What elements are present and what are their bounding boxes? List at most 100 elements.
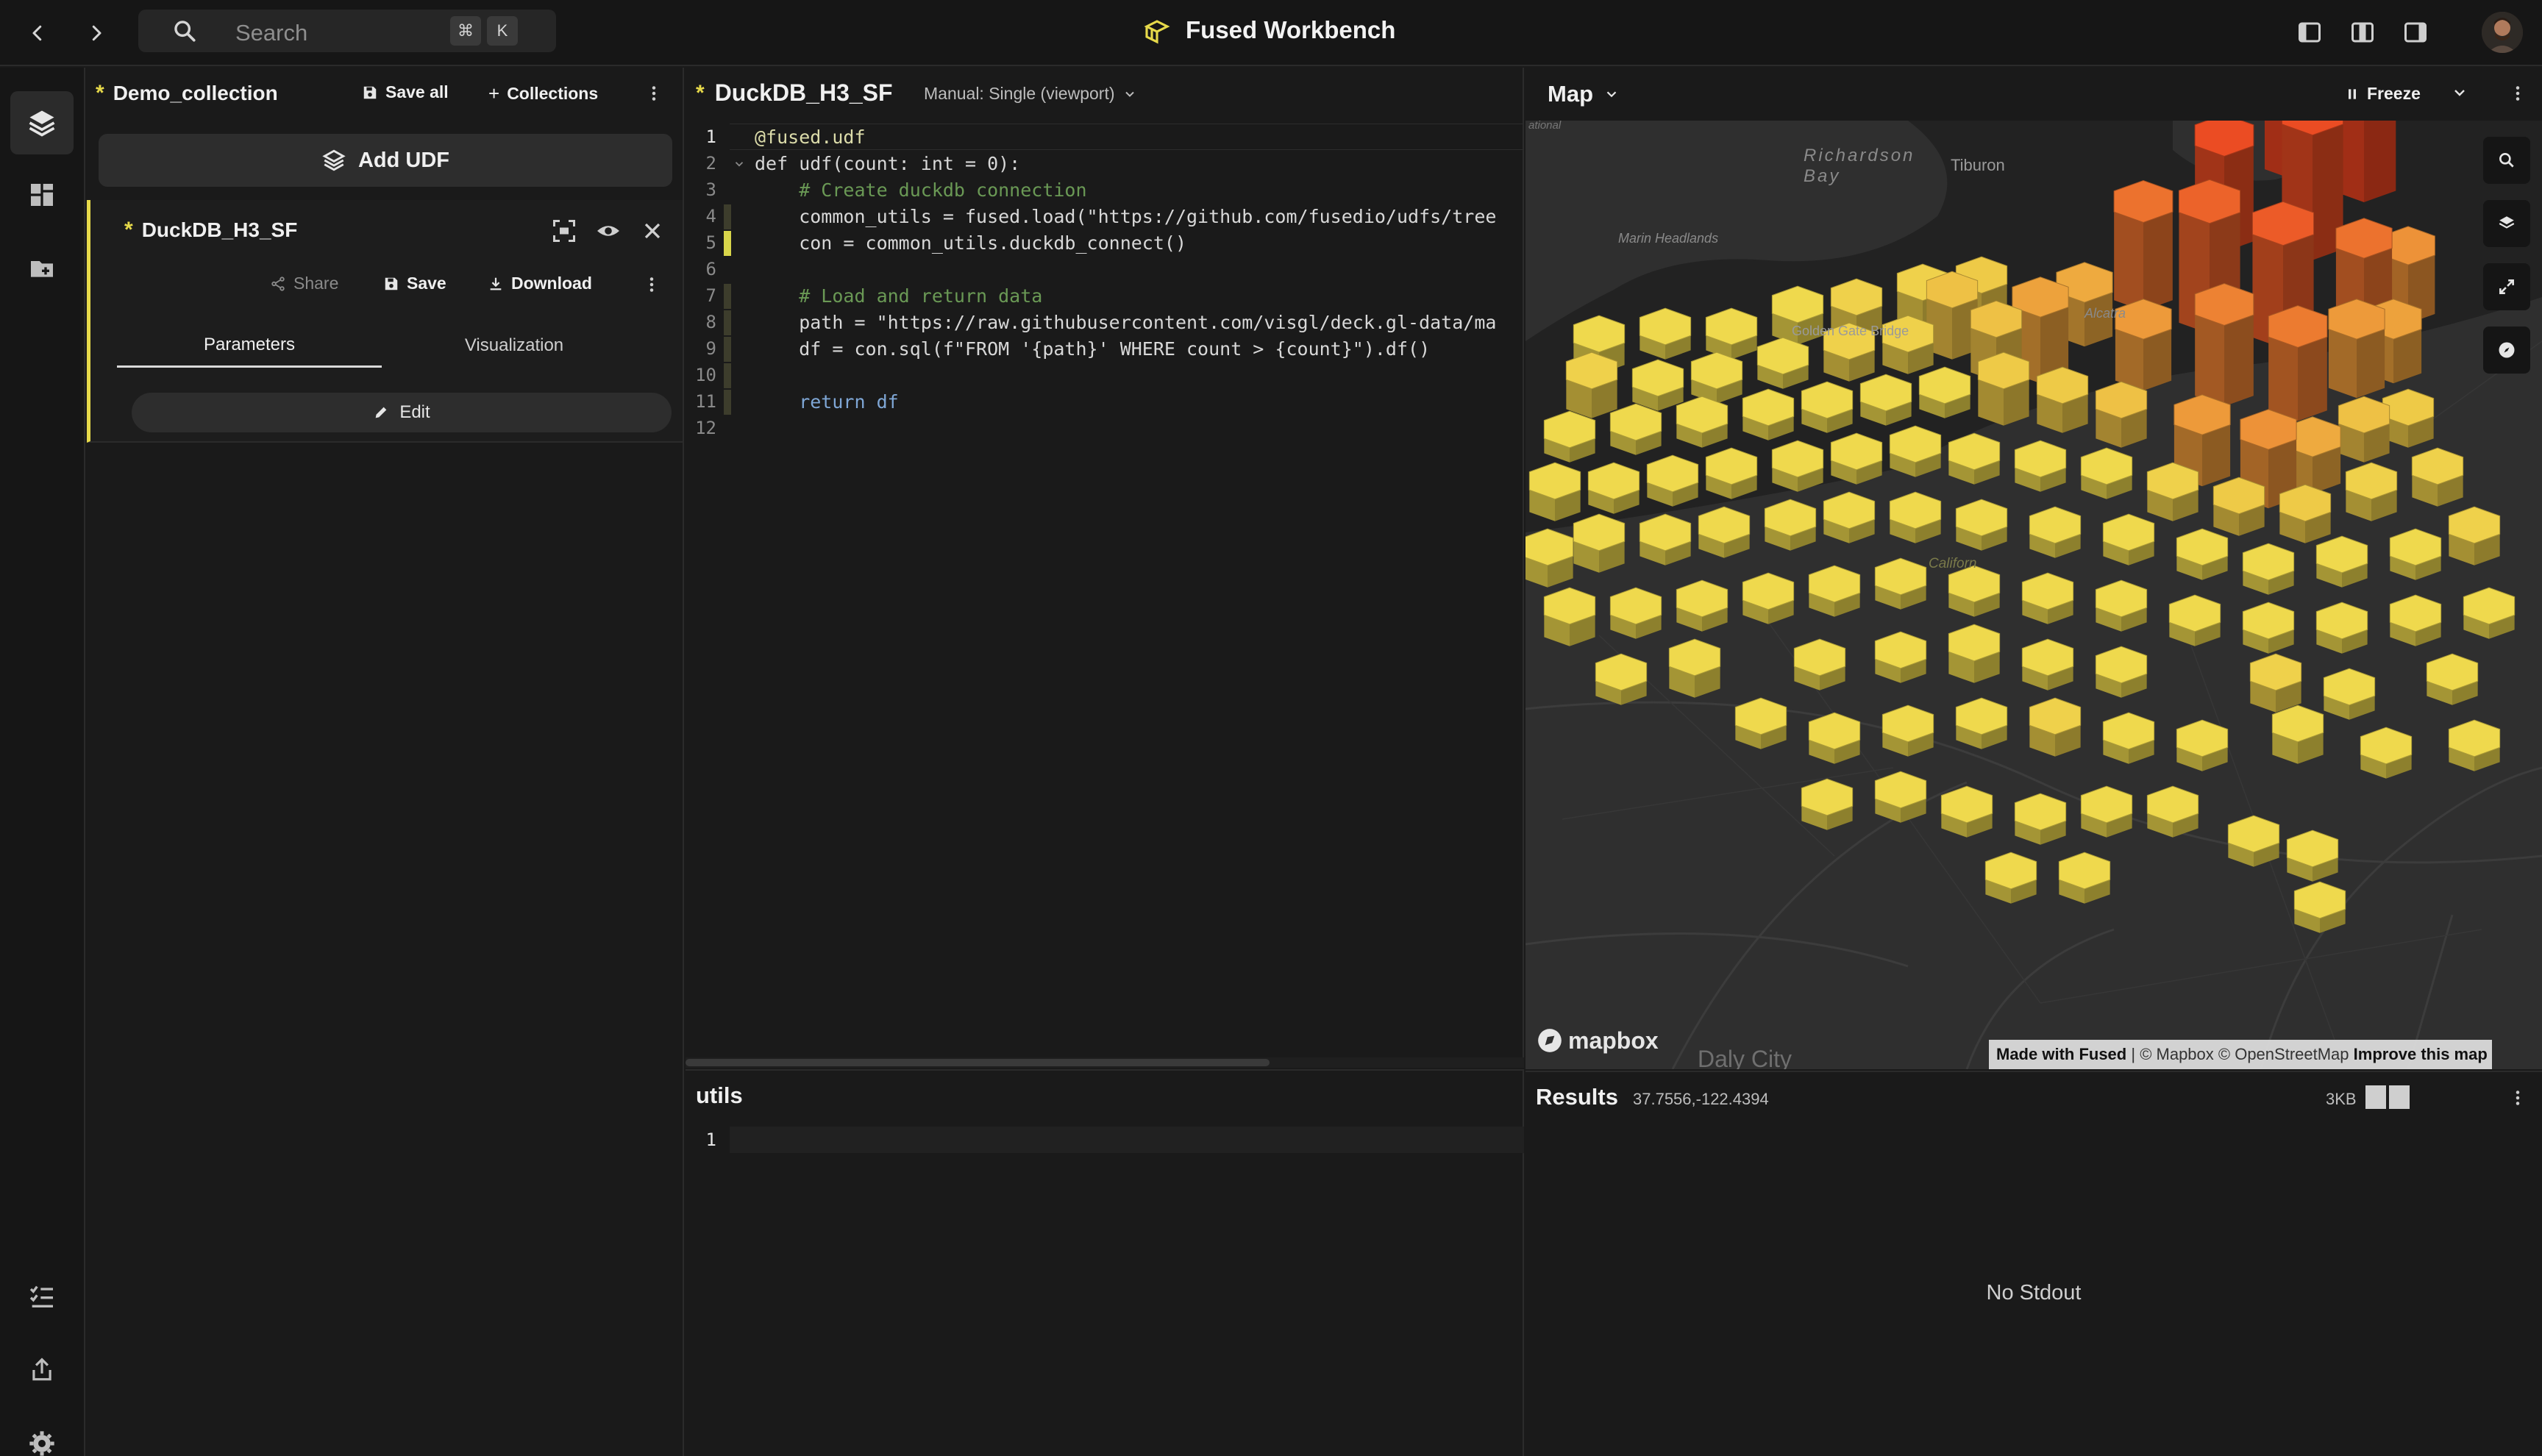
tab-visualization[interactable]: Visualization	[382, 324, 647, 368]
no-stdout-message: No Stdout	[1986, 1280, 2082, 1305]
results-layout-toggle[interactable]	[2365, 1085, 2410, 1109]
map-view-select[interactable]: Map	[1548, 81, 1620, 107]
hexagon-top	[1690, 351, 1743, 390]
execution-mode-select[interactable]: Manual: Single (viewport)	[924, 84, 1137, 104]
pause-icon	[2349, 88, 2356, 99]
hexagon-side	[2360, 754, 2386, 779]
hexagon-side	[1794, 666, 1820, 690]
search-placeholder: Search	[235, 20, 308, 46]
hexagon-side	[2147, 813, 2173, 838]
rail-jobs-button[interactable]	[10, 1265, 74, 1328]
hexagon-top	[2345, 462, 2398, 500]
hexagon-top	[1955, 499, 2008, 537]
horizontal-scrollbar-track	[686, 1057, 1524, 1068]
code-line: def udf(count: int = 0):	[755, 153, 1021, 174]
map-label-national: ational	[1528, 121, 1562, 132]
attribution-made-with-fused[interactable]: Made with Fused	[1996, 1045, 2127, 1063]
utils-code-area[interactable]: 1	[686, 1127, 1524, 1456]
hexagon-top	[2389, 594, 2442, 632]
udf-more-button[interactable]	[641, 274, 663, 296]
collection-more-button[interactable]	[643, 81, 665, 106]
tab-parameters[interactable]: Parameters	[117, 324, 382, 368]
hexagon-side	[1702, 424, 1728, 448]
fused-logo-icon	[1144, 20, 1170, 44]
hexagon-side	[2121, 674, 2147, 698]
close-udf-button[interactable]	[639, 218, 666, 244]
map-layers-button[interactable]	[2483, 200, 2530, 247]
diff-marker	[724, 337, 731, 362]
collections-button[interactable]: + Collections	[488, 82, 598, 105]
hexagon-side	[2364, 424, 2390, 463]
add-udf-button[interactable]: Add UDF	[99, 134, 672, 187]
hexagon-side	[2474, 747, 2500, 771]
hexagon-side	[1974, 593, 2000, 617]
hexagon-side	[2213, 504, 2239, 536]
save-all-button[interactable]: Save all	[362, 82, 449, 102]
hexagon-top	[2240, 409, 2297, 450]
fold-chevron-icon[interactable]	[733, 157, 746, 171]
hexagon-top	[1808, 712, 1861, 750]
expand-icon	[2499, 279, 2514, 294]
hexagon-side	[2243, 571, 2268, 595]
map-compass-button[interactable]	[2483, 326, 2530, 374]
rail-settings-button[interactable]	[10, 1412, 74, 1456]
hexagon-side	[2224, 315, 2254, 407]
map-canvas[interactable]: ational Richardson Bay Tiburon Marin Hea…	[1525, 121, 2542, 1069]
hexagon-side	[2412, 475, 2438, 507]
map-search-button[interactable]	[2483, 137, 2530, 184]
rail-files-button[interactable]	[10, 237, 74, 300]
chevron-right-icon	[92, 25, 102, 41]
hexagon-side	[1706, 335, 1731, 360]
hexagon-side	[2298, 732, 2324, 764]
toggle-left-panel-button[interactable]	[2296, 19, 2323, 46]
code-line: return df	[755, 391, 899, 413]
user-avatar[interactable]	[2482, 12, 2523, 53]
attribution-improve-link[interactable]: Improve this map	[2353, 1045, 2488, 1063]
hexagon-side	[2114, 212, 2143, 311]
udf-card[interactable]: * DuckDB_H3_SF Share Save Download Para	[87, 200, 683, 443]
hexagon-side	[2107, 813, 2132, 838]
search-input[interactable]: Search ⌘ K	[138, 10, 556, 52]
rail-share-button[interactable]	[10, 1338, 74, 1402]
freeze-options-button[interactable]	[2451, 84, 2471, 104]
back-button[interactable]	[18, 13, 57, 53]
hexagon-side	[1555, 490, 1581, 521]
hexagon-top	[2080, 447, 2133, 485]
focus-frame-icon	[553, 220, 575, 242]
hexagon-top	[2058, 852, 2111, 890]
hexagon-side	[2349, 696, 2375, 720]
share-button[interactable]: Share	[270, 274, 338, 293]
rail-udfs-button[interactable]	[10, 91, 74, 154]
download-button[interactable]: Download	[488, 274, 592, 293]
search-icon	[174, 21, 196, 42]
rail-catalog-button[interactable]	[10, 163, 74, 226]
code-line: con = common_utils.duckdb_connect()	[755, 232, 1186, 254]
code-area[interactable]: 1 2 3 4 5 6 7 8 9 10 11 12 @fused.udf de…	[686, 124, 1524, 1065]
results-more-button[interactable]	[2507, 1085, 2529, 1110]
forward-button[interactable]	[76, 13, 116, 53]
hexagon-top	[1525, 528, 1574, 566]
hexagon-side	[2040, 307, 2069, 384]
toggle-right-panel-button[interactable]	[2402, 19, 2429, 46]
hexagon-top	[1874, 557, 1927, 596]
map-more-button[interactable]	[2507, 81, 2529, 106]
toggle-visibility-button[interactable]	[595, 218, 622, 244]
freeze-button[interactable]: Freeze	[2345, 84, 2421, 104]
hexagon-top	[2242, 543, 2295, 581]
save-label: Save	[407, 274, 446, 293]
toggle-center-panel-button[interactable]	[2349, 19, 2376, 46]
attribution-copyright[interactable]: | © Mapbox © OpenStreetMap	[2126, 1045, 2354, 1063]
hexagon-side	[2059, 879, 2084, 904]
save-button[interactable]: Save	[383, 274, 446, 293]
map-fullscreen-button[interactable]	[2483, 263, 2530, 310]
code-line: common_utils = fused.load("https://githu…	[755, 206, 1497, 227]
collection-header: * Demo_collection	[96, 81, 278, 106]
edit-button[interactable]: Edit	[132, 393, 672, 432]
focus-udf-button[interactable]	[551, 218, 577, 244]
code-editor-panel: * DuckDB_H3_SF Manual: Single (viewport)…	[686, 68, 1524, 1068]
hexagon-side	[2169, 622, 2195, 646]
hexagon-side	[2438, 475, 2463, 507]
hexagon-side	[2029, 725, 2055, 757]
hexagon-side	[2239, 504, 2265, 536]
horizontal-scrollbar-thumb[interactable]	[686, 1059, 1270, 1066]
